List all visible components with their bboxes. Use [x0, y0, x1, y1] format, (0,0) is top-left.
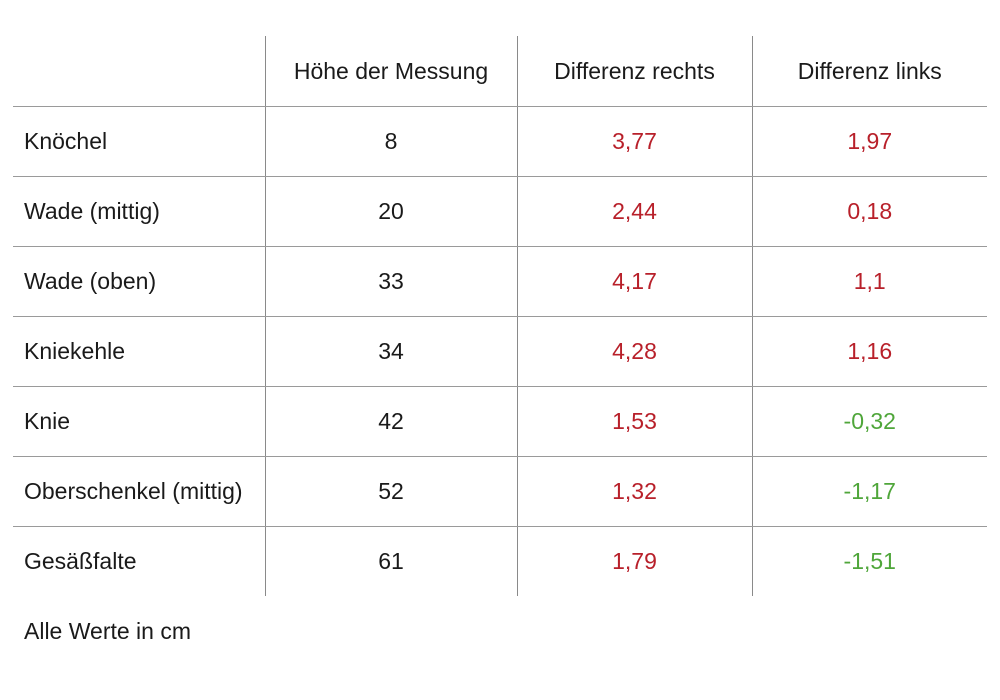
cell-hoehe: 8 — [264, 106, 517, 177]
cell-links: -1,51 — [751, 526, 987, 596]
cell-hoehe: 20 — [264, 176, 517, 247]
row-label: Kniekehle — [13, 316, 265, 387]
unit-footnote: Alle Werte in cm — [24, 618, 192, 644]
cell-rechts: 1,79 — [516, 526, 752, 596]
row-label: Wade (oben) — [13, 246, 265, 317]
row-label: Knie — [13, 386, 265, 457]
table-row: Gesäßfalte 61 1,79 -1,51 — [13, 526, 987, 596]
cell-links: -0,32 — [751, 386, 987, 457]
table-row: Wade (oben) 33 4,17 1,1 — [13, 246, 987, 317]
table-row: Wade (mittig) 20 2,44 0,18 — [13, 176, 987, 247]
table-row: Knie 42 1,53 -0,32 — [13, 386, 987, 457]
header-empty — [13, 36, 265, 107]
cell-rechts: 1,53 — [516, 386, 752, 457]
header-differenz-links: Differenz links — [751, 36, 987, 107]
row-label: Wade (mittig) — [13, 176, 265, 247]
cell-links: -1,17 — [751, 456, 987, 527]
row-label: Oberschenkel (mittig) — [13, 456, 265, 527]
cell-hoehe: 34 — [264, 316, 517, 387]
header-differenz-rechts: Differenz rechts — [516, 36, 752, 107]
measurement-table-container: Höhe der Messung Differenz rechts Differ… — [13, 36, 987, 596]
header-hoehe: Höhe der Messung — [264, 36, 517, 107]
table-row: Kniekehle 34 4,28 1,16 — [13, 316, 987, 387]
cell-hoehe: 61 — [264, 526, 517, 596]
cell-rechts: 4,17 — [516, 246, 752, 317]
cell-rechts: 1,32 — [516, 456, 752, 527]
table-row: Knöchel 8 3,77 1,97 — [13, 106, 987, 177]
measurement-table: Höhe der Messung Differenz rechts Differ… — [13, 36, 987, 596]
row-label: Knöchel — [13, 106, 265, 177]
table-row: Oberschenkel (mittig) 52 1,32 -1,17 — [13, 456, 987, 527]
row-label: Gesäßfalte — [24, 548, 137, 574]
cell-links: 1,1 — [751, 246, 987, 317]
cell-links: 1,16 — [751, 316, 987, 387]
cell-links: 0,18 — [751, 176, 987, 247]
table-header-row: Höhe der Messung Differenz rechts Differ… — [13, 36, 987, 107]
cell-hoehe: 52 — [264, 456, 517, 527]
cell-rechts: 2,44 — [516, 176, 752, 247]
cell-rechts: 4,28 — [516, 316, 752, 387]
cell-hoehe: 42 — [264, 386, 517, 457]
cell-rechts: 3,77 — [516, 106, 752, 177]
cell-links: 1,97 — [751, 106, 987, 177]
cell-hoehe: 33 — [264, 246, 517, 317]
